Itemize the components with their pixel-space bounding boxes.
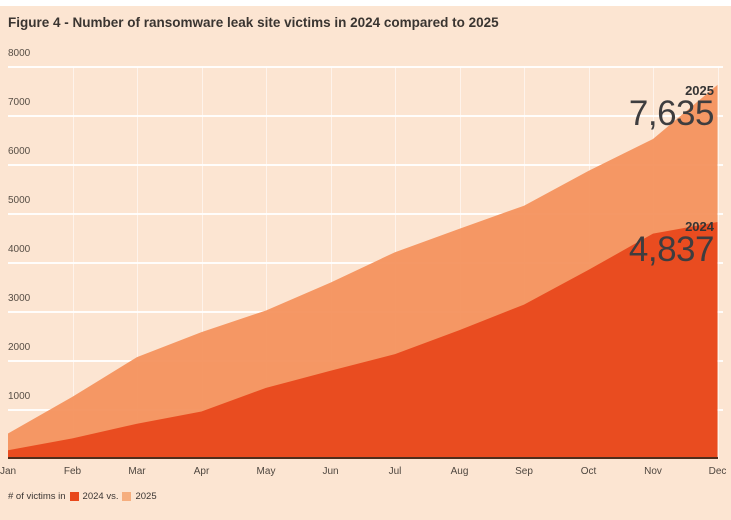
chart-legend: # of victims in 2024 vs. 2025 <box>8 491 157 502</box>
annotation-2024: 2024 4,837 <box>628 219 715 269</box>
y-tick-label-8000: 8000 <box>8 48 31 59</box>
figure-title: Figure 4 - Number of ransomware leak sit… <box>8 15 499 30</box>
x-tick-label-dec: Dec <box>708 466 727 477</box>
gridline-x-jun <box>330 67 332 459</box>
x-axis-line <box>8 457 718 459</box>
gridline-x-feb <box>72 67 74 459</box>
legend-label-2025: 2025 <box>135 491 157 502</box>
annotation-2025: 2025 7,635 <box>628 83 715 133</box>
x-tick-label-may: May <box>256 466 276 477</box>
area-series-2024 <box>8 222 718 459</box>
legend-label-2024: 2024 vs. <box>82 491 119 502</box>
x-tick-label-apr: Apr <box>193 466 210 477</box>
legend-prefix: # of victims in <box>8 491 66 502</box>
y-tick-label-5000: 5000 <box>8 195 31 206</box>
x-tick-label-nov: Nov <box>644 466 662 477</box>
gridline-x-apr <box>201 67 203 459</box>
x-tick-label-jun: Jun <box>322 466 339 477</box>
y-tick-label-6000: 6000 <box>8 146 31 157</box>
gridline-x-dec <box>717 67 719 459</box>
x-tick-label-jan: Jan <box>0 466 17 477</box>
x-tick-label-aug: Aug <box>450 466 469 477</box>
annotation-2024-year: 2024 <box>685 219 714 234</box>
annotation-2024-value: 4,837 <box>628 230 715 269</box>
gridline-y-5000 <box>8 213 723 215</box>
gridline-y-6000 <box>8 164 723 166</box>
legend-swatch-2024 <box>69 492 79 501</box>
y-tick-label-2000: 2000 <box>8 342 31 353</box>
legend-swatch-2025 <box>122 492 132 501</box>
annotation-2025-value: 7,635 <box>628 94 715 133</box>
gridline-y-8000 <box>8 66 723 68</box>
y-tick-label-1000: 1000 <box>8 391 31 402</box>
y-tick-label-7000: 7000 <box>8 97 31 108</box>
y-tick-label-4000: 4000 <box>8 244 31 255</box>
gridline-x-may <box>266 67 267 459</box>
gridline-y-7000 <box>8 115 723 117</box>
x-tick-label-sep: Sep <box>515 466 533 477</box>
annotation-2025-year: 2025 <box>685 83 714 98</box>
x-tick-label-oct: Oct <box>580 466 597 477</box>
gridline-y-4000 <box>8 262 723 264</box>
x-tick-label-feb: Feb <box>63 466 82 477</box>
x-tick-label-mar: Mar <box>128 466 146 477</box>
y-tick-label-3000: 3000 <box>8 293 31 304</box>
x-tick-label-jul: Jul <box>388 466 402 477</box>
page-top-edge <box>0 0 731 6</box>
gridline-x-mar <box>137 67 138 459</box>
